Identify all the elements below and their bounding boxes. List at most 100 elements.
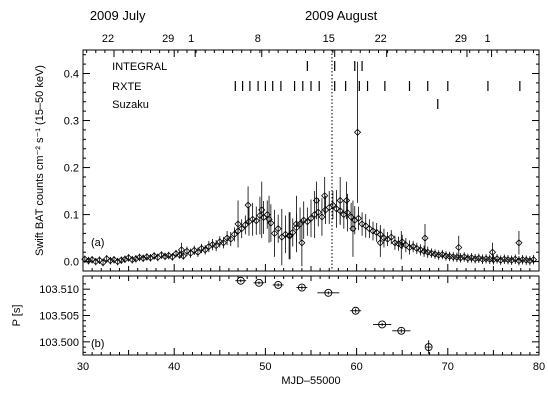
period-point — [253, 278, 265, 287]
light-curve-point — [183, 246, 191, 256]
day-tick-label: 1 — [188, 33, 194, 45]
period-point — [235, 276, 247, 285]
x-tick-label: 70 — [442, 361, 454, 373]
panel-a-ticks — [82, 54, 540, 271]
light-curve-point — [493, 254, 501, 264]
light-curve-point — [497, 255, 505, 265]
y-tick-label: 103.510 — [39, 284, 79, 296]
light-curve-point — [223, 231, 231, 246]
light-curve-point — [321, 176, 329, 215]
day-tick-label: 22 — [375, 33, 387, 45]
panel-a-y-axis-label: Swift BAT counts cm⁻² s⁻¹ (15–50 keV) — [34, 65, 46, 256]
light-curve-point — [438, 249, 446, 260]
panel-b-x-tick-labels: 30 40 50 60 70 80 — [77, 361, 545, 373]
x-tick-label: 60 — [350, 361, 362, 373]
light-curve-point — [121, 255, 129, 264]
light-curve-point — [522, 255, 530, 265]
light-curve-point — [307, 199, 315, 238]
light-curve-point — [515, 255, 523, 266]
period-point — [350, 306, 362, 315]
x-tick-label: 80 — [533, 361, 545, 373]
light-curve-point — [354, 206, 362, 231]
light-curve-point — [197, 243, 206, 254]
light-curve-point — [303, 207, 311, 236]
observation-label: Suzaku — [112, 99, 149, 111]
light-curve-point — [106, 256, 114, 265]
light-curve-point — [380, 228, 388, 248]
light-curve-point — [132, 255, 140, 263]
light-curve-point — [413, 242, 421, 255]
period-point — [272, 281, 284, 289]
light-curve-point — [353, 61, 362, 203]
light-curve-point — [312, 181, 321, 220]
light-curve-point — [216, 236, 224, 248]
light-curve-point — [332, 190, 341, 228]
month-label: 2009 August — [305, 8, 378, 23]
x-axis-label: MJD–55000 — [281, 375, 340, 387]
light-curve-point — [270, 209, 279, 257]
light-curve-point — [274, 214, 282, 243]
y-tick-label: 0.1 — [64, 210, 79, 222]
light-curve-point — [139, 254, 147, 263]
light-curve-point — [446, 251, 454, 262]
light-curve-point — [471, 254, 479, 264]
y-tick-label: 0.3 — [64, 116, 79, 128]
light-curve-point — [278, 208, 286, 266]
light-curve-point — [194, 247, 202, 257]
x-tick-label: 40 — [168, 361, 180, 373]
light-curve-point — [373, 223, 381, 242]
light-curve-point — [177, 242, 186, 257]
light-curve-point — [161, 252, 169, 261]
light-curve-point — [95, 256, 103, 264]
light-curve-point — [455, 235, 463, 260]
light-curve-point — [292, 195, 300, 253]
light-curve-point — [208, 239, 217, 251]
panel-b-label: (b) — [91, 338, 104, 350]
light-curve-point — [92, 257, 100, 266]
light-curve-point — [365, 219, 373, 239]
light-curve-point — [241, 215, 249, 235]
light-curve-point — [252, 206, 260, 235]
light-curve-point — [424, 246, 432, 258]
panel-b-frame — [82, 275, 540, 356]
y-tick-label: 0.2 — [64, 163, 79, 175]
light-curve-point — [172, 249, 180, 258]
light-curve-point — [362, 214, 370, 238]
light-curve-point — [135, 253, 144, 262]
light-curve-point — [234, 200, 242, 248]
period-point — [392, 326, 411, 335]
light-curve-point — [409, 240, 417, 253]
panel-a-light-curve: 0.0 0.1 0.2 0.3 0.4 22 29 1 8 15 22 29 1 INTEGRAL RX… — [34, 33, 540, 272]
light-curve-point — [511, 254, 519, 264]
light-curve-point — [84, 256, 93, 265]
light-curve-point — [387, 230, 395, 245]
period-points — [235, 276, 433, 354]
light-curve-point — [343, 181, 351, 220]
light-curve-point — [478, 254, 487, 264]
light-curve-point — [427, 248, 435, 258]
light-curve-point — [405, 240, 414, 255]
light-curve-point — [99, 258, 107, 267]
panel-b-ticks — [82, 276, 540, 355]
light-curve-point — [298, 219, 306, 267]
light-curve-point — [322, 195, 330, 224]
light-curve-point — [343, 193, 352, 232]
light-curve-point — [486, 254, 494, 264]
light-curve-point — [285, 212, 293, 260]
period-point — [424, 340, 433, 354]
light-curve-point — [358, 212, 366, 236]
day-tick-label: 29 — [455, 33, 467, 45]
period-point — [317, 288, 340, 297]
observation-label: INTEGRAL — [112, 61, 167, 73]
light-curve-point — [329, 191, 337, 220]
light-curve-point — [81, 255, 89, 264]
y-tick-label: 103.505 — [39, 311, 79, 323]
light-curve-point — [529, 255, 538, 265]
light-curve-point — [369, 221, 377, 241]
light-curve-point — [421, 223, 429, 253]
day-tick-label: 22 — [102, 33, 114, 45]
light-curve-point — [219, 237, 228, 249]
light-curve-point — [398, 234, 406, 249]
period-point — [373, 320, 392, 329]
light-curve-point — [125, 254, 133, 262]
